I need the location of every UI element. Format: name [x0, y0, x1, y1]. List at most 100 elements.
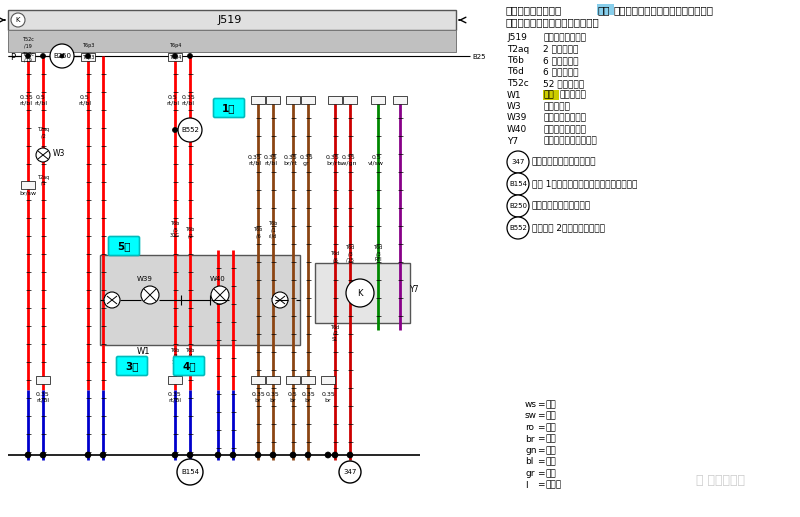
Text: 车内照明灯: 车内照明灯	[559, 90, 586, 99]
Text: 6 芯插头连接: 6 芯插头连接	[543, 68, 578, 77]
Bar	[266, 96, 280, 104]
Circle shape	[41, 53, 46, 58]
Circle shape	[346, 279, 374, 307]
Text: 白色: 白色	[545, 400, 556, 409]
Text: K: K	[358, 288, 362, 297]
Text: 0.35
br: 0.35 br	[301, 392, 315, 403]
Text: 阅读灯，左侧中部: 阅读灯，左侧中部	[543, 114, 586, 123]
Text: 0.35
rt/bl: 0.35 rt/bl	[248, 155, 262, 166]
Bar	[266, 376, 280, 384]
Circle shape	[290, 452, 296, 458]
Text: 3柱: 3柱	[126, 361, 138, 371]
Text: B250: B250	[509, 203, 527, 209]
FancyBboxPatch shape	[214, 99, 245, 117]
Bar	[8, 30, 456, 52]
Text: B154: B154	[509, 181, 527, 187]
Circle shape	[230, 452, 236, 458]
Text: bl: bl	[525, 458, 534, 466]
Text: T52c: T52c	[507, 79, 529, 88]
Text: 绿色: 绿色	[545, 446, 556, 455]
Bar	[343, 96, 357, 104]
Text: Y7: Y7	[507, 136, 518, 145]
Text: W40: W40	[210, 276, 226, 282]
Text: T6b
/4
31: T6b /4 31	[186, 348, 194, 364]
Text: T52c
/19: T52c /19	[22, 37, 34, 48]
Text: 0.35
br/rt: 0.35 br/rt	[283, 155, 297, 166]
Text: B552: B552	[509, 225, 527, 231]
Circle shape	[172, 452, 178, 458]
Bar	[251, 376, 265, 384]
Circle shape	[104, 292, 120, 308]
Bar	[21, 181, 35, 189]
Text: 0.35
br: 0.35 br	[251, 392, 265, 403]
Text: 接地连接，在车顶号线束中: 接地连接，在车顶号线束中	[532, 158, 597, 166]
Circle shape	[36, 148, 50, 162]
Text: T6d
/2
S1: T6d /2 S1	[330, 325, 340, 342]
Text: =: =	[537, 480, 545, 490]
Bar	[36, 376, 50, 384]
FancyBboxPatch shape	[174, 357, 205, 375]
Text: 0.35
rt/bl: 0.35 rt/bl	[264, 155, 278, 166]
Text: T6b
/5
30G: T6b /5 30G	[170, 221, 180, 238]
Circle shape	[507, 173, 529, 195]
Text: 灰色: 灰色	[545, 469, 556, 478]
Text: W39: W39	[507, 114, 527, 123]
Text: T6b
/2: T6b /2	[186, 227, 194, 238]
FancyBboxPatch shape	[597, 4, 614, 15]
Text: =: =	[537, 446, 545, 455]
Text: 347: 347	[511, 159, 525, 165]
Bar	[321, 376, 335, 384]
Bar	[301, 376, 315, 384]
Text: W1: W1	[507, 90, 522, 99]
Circle shape	[347, 452, 353, 458]
Circle shape	[11, 13, 25, 27]
Text: W1: W1	[136, 347, 150, 356]
Text: =: =	[537, 434, 545, 444]
Text: T6p4: T6p4	[169, 43, 181, 48]
Text: T2aq: T2aq	[507, 44, 530, 53]
Circle shape	[100, 452, 106, 458]
Text: 0.5
vl/sw: 0.5 vl/sw	[368, 155, 384, 166]
Text: 0.35
rt/bl: 0.35 rt/bl	[19, 95, 33, 106]
Bar	[315, 263, 410, 323]
Text: W39: W39	[137, 276, 153, 282]
Circle shape	[60, 54, 64, 58]
FancyBboxPatch shape	[117, 357, 147, 375]
Text: gn: gn	[525, 446, 537, 455]
Circle shape	[255, 452, 261, 458]
Text: l: l	[525, 480, 528, 490]
Circle shape	[332, 452, 338, 458]
Bar	[8, 10, 456, 30]
Bar	[301, 96, 315, 104]
Bar	[21, 53, 35, 61]
Text: 0.35
rt/bl: 0.35 rt/bl	[168, 392, 182, 403]
Circle shape	[173, 128, 178, 132]
Bar	[81, 53, 95, 61]
Text: =: =	[537, 423, 545, 432]
Text: br: br	[525, 434, 534, 444]
Text: J519: J519	[218, 15, 242, 25]
Text: T6d
/3
RFl: T6d /3 RFl	[374, 246, 382, 262]
Bar	[100, 255, 300, 345]
Text: 褐色: 褐色	[545, 434, 556, 444]
Text: K: K	[16, 17, 20, 23]
Text: 0.35
br: 0.35 br	[266, 392, 280, 403]
Text: 自动防眼的车内后视镜: 自动防眼的车内后视镜	[543, 136, 597, 145]
Text: T6b
/1
rl/d: T6b /1 rl/d	[268, 221, 278, 238]
Text: T6b
/6: T6b /6	[254, 227, 262, 238]
Circle shape	[270, 452, 276, 458]
Text: Y7: Y7	[410, 285, 419, 295]
Bar	[168, 53, 182, 61]
Circle shape	[50, 44, 74, 68]
Text: 车顶号线束中的正极连接: 车顶号线束中的正极连接	[532, 202, 591, 210]
Circle shape	[173, 53, 178, 58]
Text: 0.35
br: 0.35 br	[321, 392, 335, 403]
Circle shape	[25, 452, 31, 458]
Text: 0.5
rt/bl: 0.5 rt/bl	[78, 95, 91, 106]
Text: B25: B25	[472, 54, 486, 60]
Text: 1柱: 1柱	[222, 103, 236, 113]
Text: 2 芯插头连接: 2 芯插头连接	[543, 44, 578, 53]
Text: T6d
/3
/15: T6d /3 /15	[346, 246, 354, 262]
Text: 0.35
br/rt: 0.35 br/rt	[326, 155, 340, 166]
Text: 连接 1（车门触点），在车内空间号线束中: 连接 1（车门触点），在车内空间号线束中	[532, 179, 638, 189]
